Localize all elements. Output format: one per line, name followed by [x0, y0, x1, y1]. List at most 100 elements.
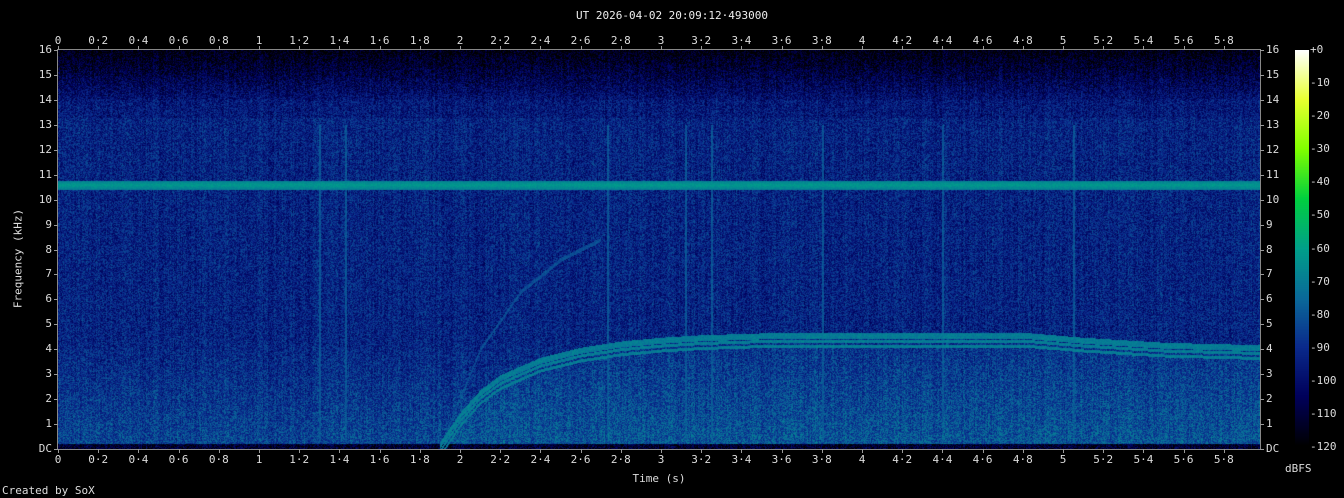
- y-tick-label-left: 11: [38, 167, 52, 181]
- y-tick-left: [54, 274, 58, 276]
- y-tick-left: [54, 424, 58, 426]
- y-tick-right: [1260, 424, 1264, 426]
- y-tick-label-left: 1: [45, 417, 52, 431]
- x-tick-label-top: 0·4: [128, 34, 149, 47]
- y-tick-label-left: 3: [45, 367, 52, 381]
- x-tick-label-top: 3·2: [691, 34, 712, 47]
- colorbar-tick-label: -70: [1310, 274, 1330, 288]
- x-tick-top: [862, 46, 863, 50]
- x-tick-top: [1103, 46, 1105, 50]
- x-tick-label-bottom: 3·6: [771, 453, 792, 466]
- x-tick-bottom: [178, 449, 180, 453]
- x-tick-top: [902, 46, 904, 50]
- x-tick-label-top: 0·8: [208, 34, 229, 47]
- x-tick-label-bottom: 4·4: [932, 453, 953, 466]
- y-tick-right: [1260, 374, 1264, 376]
- x-tick-label-top: 3: [657, 34, 665, 47]
- y-tick-right: [1260, 224, 1264, 226]
- x-tick-label-bottom: 1: [255, 453, 263, 466]
- y-tick-label-left: 15: [38, 67, 52, 81]
- x-tick-top: [741, 46, 743, 50]
- x-tick-label-bottom: 0·6: [168, 453, 189, 466]
- x-tick-label-bottom: 0·4: [128, 453, 149, 466]
- y-tick-label-right: 14: [1266, 92, 1280, 106]
- x-tick-label-bottom: 2·2: [490, 453, 511, 466]
- x-tick-label-bottom: 2·8: [610, 453, 631, 466]
- x-tick-top: [178, 46, 180, 50]
- x-tick-label-bottom: 1·8: [409, 453, 430, 466]
- x-tick-label-bottom: 3: [657, 453, 665, 466]
- y-tick-label-left: 4: [45, 342, 52, 356]
- y-tick-left: [54, 99, 58, 101]
- y-tick-label-left: 5: [45, 317, 52, 331]
- y-tick-label-right: 16: [1266, 43, 1280, 56]
- x-tick-bottom: [862, 449, 863, 453]
- x-tick-bottom: [299, 449, 301, 453]
- x-tick-label-top: 2·6: [570, 34, 591, 47]
- y-tick-label-right: 6: [1266, 292, 1273, 306]
- x-tick-label-top: 3·8: [811, 34, 832, 47]
- x-tick-bottom: [540, 449, 542, 453]
- y-tick-left: [54, 249, 58, 251]
- y-tick-right: [1260, 349, 1264, 351]
- x-tick-label-top: 2·8: [610, 34, 631, 47]
- y-tick-right: [1260, 124, 1264, 126]
- y-tick-label-left: 6: [45, 292, 52, 306]
- x-tick-label-top: 1·2: [289, 34, 310, 47]
- x-tick-label-bottom: 1·2: [289, 453, 310, 466]
- y-tick-right: [1260, 174, 1264, 176]
- x-tick-top: [781, 46, 783, 50]
- x-tick-top: [701, 46, 703, 50]
- x-tick-top: [138, 46, 140, 50]
- x-tick-label-bottom: 5: [1059, 453, 1067, 466]
- y-tick-left: [54, 349, 58, 351]
- y-tick-label-left: 10: [38, 192, 52, 206]
- x-tick-top: [379, 46, 381, 50]
- x-tick-bottom: [138, 449, 140, 453]
- y-tick-label-right: 3: [1266, 367, 1273, 381]
- x-tick-label-top: 2·4: [530, 34, 551, 47]
- colorbar-tick-label: -100: [1310, 373, 1337, 387]
- y-tick-right: [1260, 299, 1264, 301]
- x-tick-top: [661, 46, 662, 50]
- y-tick-label-left: 8: [45, 242, 52, 256]
- x-tick-top: [460, 46, 461, 50]
- x-tick-label-top: 5·4: [1133, 34, 1154, 47]
- x-tick-bottom: [580, 449, 582, 453]
- y-tick-label-right: 7: [1266, 267, 1273, 281]
- y-tick-left: [54, 299, 58, 301]
- y-tick-left: [54, 74, 58, 76]
- x-tick-label-top: 1·8: [409, 34, 430, 47]
- x-tick-label-top: 5·2: [1093, 34, 1114, 47]
- x-tick-label-bottom: 5·6: [1173, 453, 1194, 466]
- x-tick-label-bottom: 0: [54, 453, 62, 466]
- colorbar-unit-label: dBFS: [1285, 462, 1312, 475]
- y-tick-right: [1260, 399, 1264, 401]
- x-tick-bottom: [661, 449, 662, 453]
- x-tick-bottom: [781, 449, 783, 453]
- x-tick-label-top: 0·6: [168, 34, 189, 47]
- colorbar-tick-label: -50: [1310, 208, 1330, 222]
- x-tick-bottom: [259, 449, 260, 453]
- x-tick-label-bottom: 4·8: [1012, 453, 1033, 466]
- y-tick-label-left: 2: [45, 392, 52, 406]
- y-tick-left: [54, 224, 58, 226]
- x-tick-label-bottom: 5·4: [1133, 453, 1154, 466]
- y-tick-label-right: 2: [1266, 392, 1273, 406]
- colorbar: [1295, 50, 1309, 447]
- y-tick-right: [1260, 74, 1264, 76]
- x-tick-bottom: [741, 449, 743, 453]
- x-tick-top: [98, 46, 100, 50]
- y-tick-left: [54, 199, 58, 201]
- x-tick-bottom: [1103, 449, 1105, 453]
- x-tick-bottom: [1063, 449, 1065, 453]
- colorbar-tick-label: +0: [1310, 43, 1324, 56]
- y-tick-right: [1260, 249, 1264, 251]
- x-tick-top: [58, 46, 59, 50]
- x-tick-label-top: 5·8: [1213, 34, 1234, 47]
- x-tick-top: [540, 46, 542, 50]
- y-tick-label-right: 5: [1266, 317, 1273, 331]
- x-tick-label-bottom: 5·2: [1093, 453, 1114, 466]
- y-tick-left: [54, 174, 58, 176]
- y-tick-right: [1260, 99, 1264, 101]
